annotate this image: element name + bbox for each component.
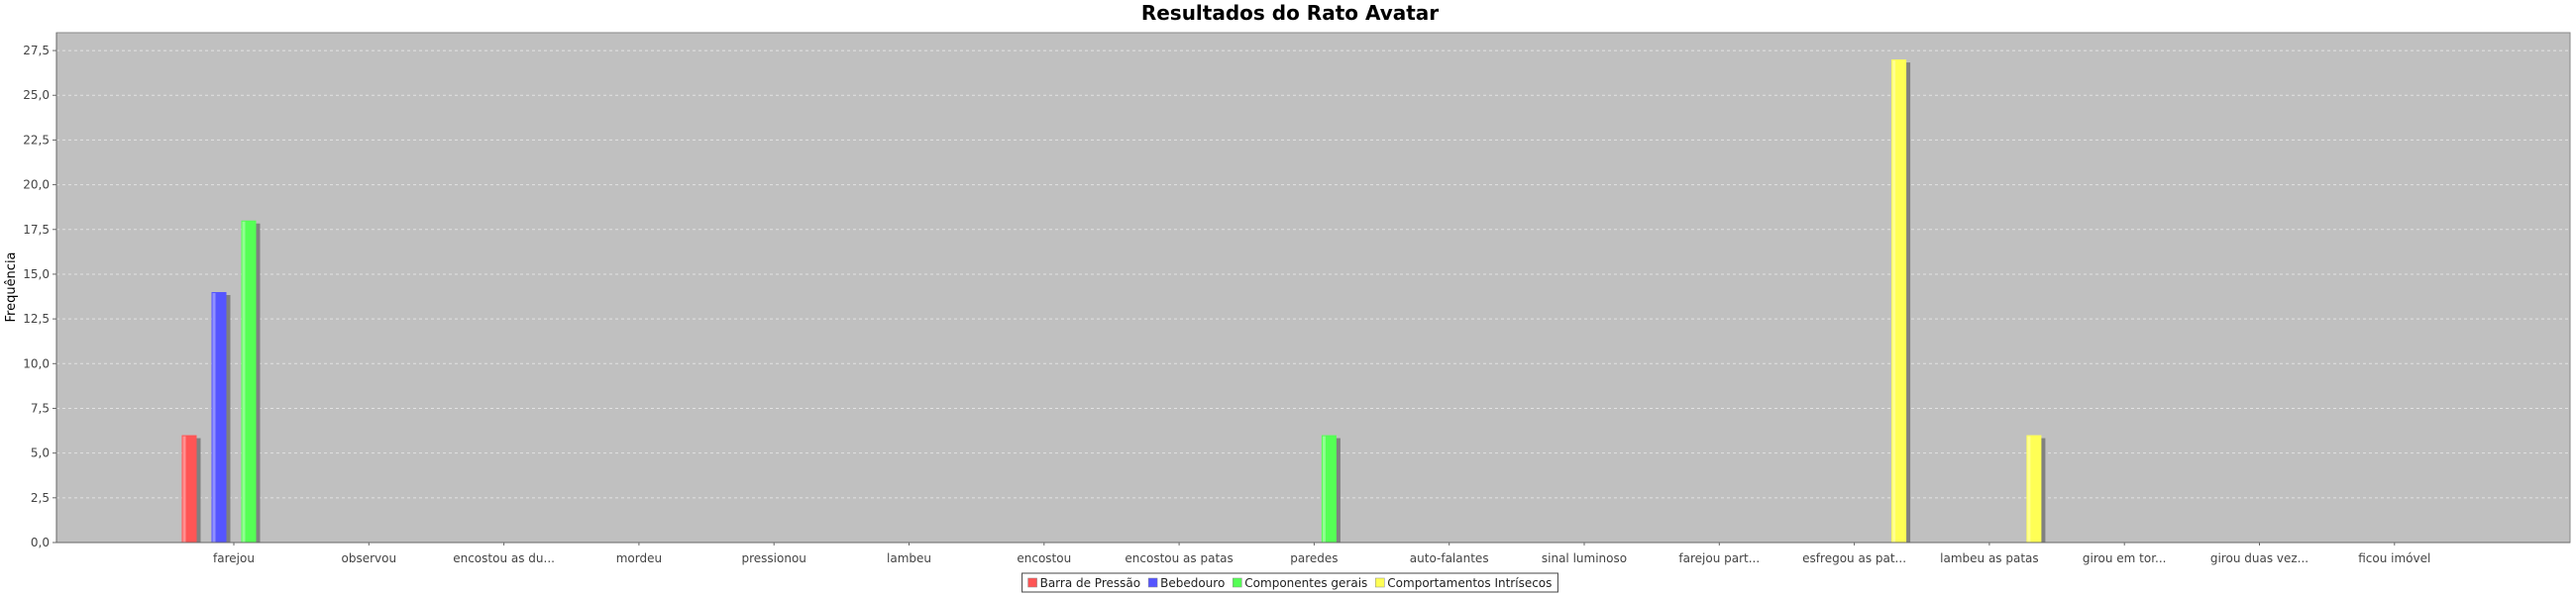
legend-label: Componentes gerais — [1244, 576, 1367, 590]
y-tick-label: 22,5 — [23, 133, 50, 147]
bar — [211, 292, 227, 543]
x-tick-labels: farejou observou encostou as du... mordeu pr… — [213, 543, 2430, 565]
legend-label: Comportamentos Intrísecos — [1387, 576, 1552, 590]
legend-swatch — [1233, 577, 1242, 588]
legend-swatch — [1375, 577, 1385, 588]
axes — [55, 33, 2570, 544]
bar-highlight — [1892, 60, 1896, 544]
bar — [2026, 435, 2042, 543]
chart-title: Resultados do Rato Avatar — [1141, 1, 1439, 25]
bar-highlight — [182, 436, 186, 543]
grid-lines — [56, 50, 2570, 499]
y-axis-title: Frequência — [4, 251, 19, 322]
plot-area — [55, 32, 2571, 544]
x-tick-label: girou duas vez... — [2210, 551, 2308, 565]
x-tick-label: encostou as du... — [453, 551, 555, 565]
bar-highlight — [212, 293, 216, 543]
x-tick-label: sinal luminoso — [1542, 551, 1627, 565]
x-tick-label: girou em tor... — [2083, 551, 2167, 565]
x-tick-label: pressionou — [741, 551, 805, 565]
x-tick-label: farejou part... — [1678, 551, 1760, 565]
x-tick-label: encostou — [1017, 551, 1071, 565]
x-tick-label: encostou as patas — [1125, 551, 1233, 565]
y-tick-label: 27,5 — [23, 44, 50, 57]
legend-label: Barra de Pressão — [1040, 576, 1141, 590]
bar-highlight — [2027, 436, 2031, 543]
bar — [241, 220, 257, 543]
y-tick-label: 25,0 — [23, 88, 50, 102]
y-tick-label: 7,5 — [31, 401, 50, 415]
x-tick-label: mordeu — [616, 551, 662, 565]
bar — [1321, 435, 1337, 543]
legend: Barra de Pressão Bebedouro Componentes ger… — [1021, 572, 1558, 593]
x-tick-label: auto-falantes — [1410, 551, 1489, 565]
x-tick-label: farejou — [213, 551, 255, 565]
y-tick-label: 20,0 — [23, 178, 50, 192]
y-tick-label: 17,5 — [23, 223, 50, 237]
x-tick-label: ficou imóvel — [2358, 551, 2430, 565]
bar — [1891, 59, 1907, 544]
bar-highlight — [1322, 436, 1326, 543]
legend-swatch — [1027, 577, 1037, 588]
y-tick-label: 0,0 — [31, 536, 50, 549]
y-tick-label: 12,5 — [23, 312, 50, 326]
bar-highlight — [242, 221, 246, 543]
x-tick-label: paredes — [1290, 551, 1338, 565]
legend-label: Bebedouro — [1160, 576, 1225, 590]
y-ticks: 0,0 2,5 5,0 7,5 10,0 12,5 15,0 17,5 20,0 22,5 25,0… — [23, 44, 56, 549]
legend-swatch — [1147, 577, 1158, 588]
y-tick-label: 15,0 — [23, 267, 50, 281]
y-tick-label: 2,5 — [31, 491, 50, 505]
y-tick-label: 5,0 — [31, 446, 50, 460]
y-tick-label: 10,0 — [23, 356, 50, 370]
x-tick-label: lambeu — [887, 551, 931, 565]
bar — [181, 435, 197, 543]
x-tick-label: lambeu as patas — [1940, 551, 2039, 565]
bars — [181, 59, 2046, 544]
x-tick-label: observou — [342, 551, 397, 565]
x-tick-label: esfregou as pat... — [1802, 551, 1906, 565]
